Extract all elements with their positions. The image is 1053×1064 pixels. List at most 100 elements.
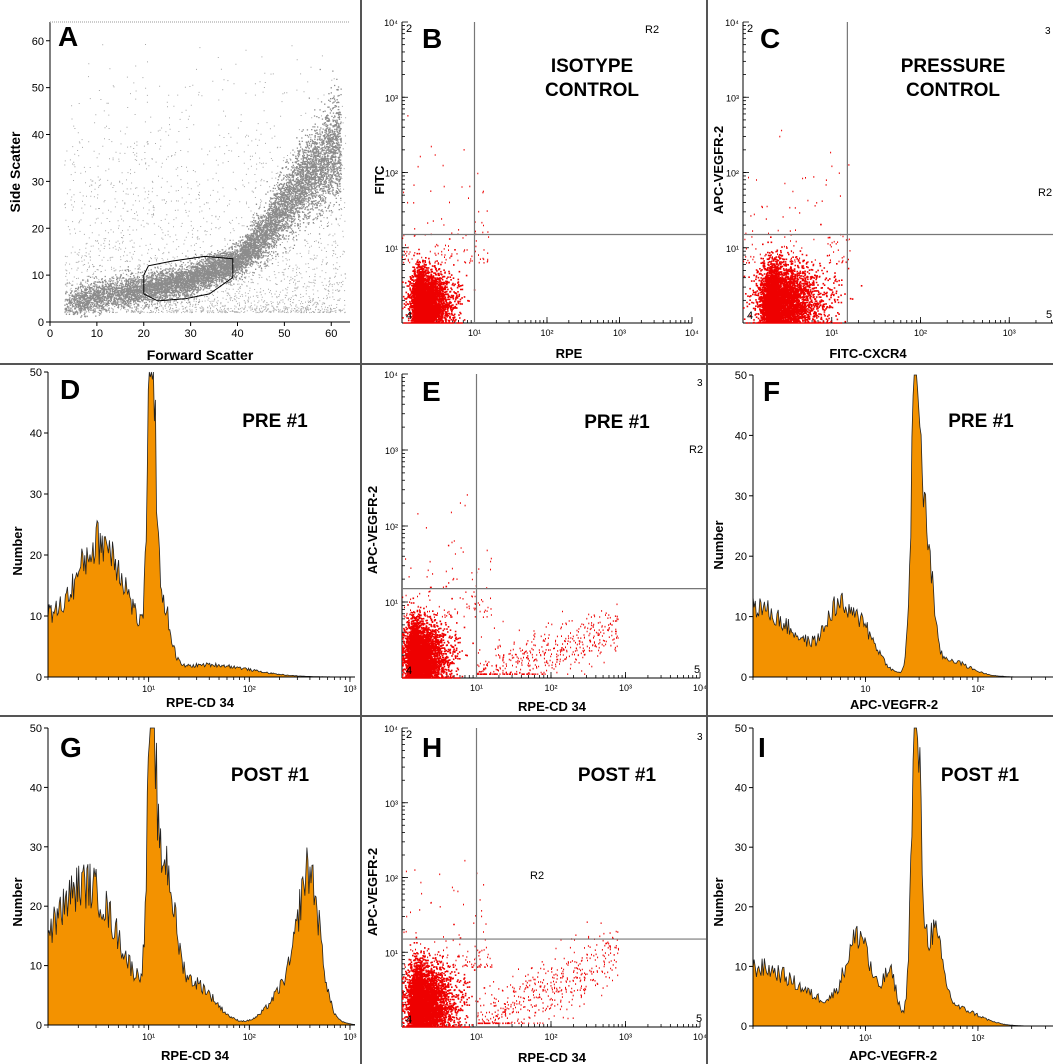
panel-title: POST #1	[231, 765, 310, 786]
x-tick-label: 10⁴	[685, 328, 699, 338]
x-tick-label: 10	[91, 328, 103, 340]
y-axis-label: Number	[711, 877, 726, 926]
x-tick-label: 10²	[243, 1032, 256, 1042]
panel-a-plot: 0 10 20 30 40 50 60 0 10 20 30 40 50 60 Forward Scatte…	[7, 21, 350, 363]
x-tick-label: 10³	[343, 1032, 356, 1042]
region-label-r2: R2	[645, 24, 659, 36]
histogram-area	[753, 728, 1053, 1026]
histogram-area	[48, 728, 355, 1025]
y-axis-label: APC-VEGFR-2	[365, 848, 380, 936]
panel-i-plot: 0102030405010¹10²10³10APC-VEGFR-2NumberI…	[711, 723, 1053, 1063]
x-axis-label: Forward Scatter	[147, 347, 254, 363]
x-tick-label: 10²	[971, 1033, 984, 1043]
x-tick-label: 10²	[914, 328, 927, 338]
x-axis-label: FITC-CXCR4	[829, 346, 907, 361]
y-axis-label: Number	[711, 520, 726, 569]
y-tick-label: 30	[30, 842, 42, 854]
panel-b: 10¹ 10² 10³ 10⁴ 10⁴ 10³ 10² 10¹ 2 4 R2 RPE FITC B ISOT…	[362, 0, 706, 363]
panel-g: 0102030405010¹10²10³10⁴RPE-CD 34NumberGP…	[0, 717, 360, 1064]
y-tick-label: 50	[32, 83, 44, 95]
panel-d-plot: 0102030405010¹10²10³10⁴RPE-CD 34NumberDP…	[10, 367, 356, 710]
y-tick-label: 10	[32, 270, 44, 282]
histogram-area	[48, 372, 355, 677]
histogram-area	[753, 375, 1053, 677]
y-tick-label: 30	[735, 491, 747, 503]
y-tick-label: 10¹	[385, 598, 398, 608]
x-tick-label: 50	[278, 328, 290, 340]
x-tick-label: 10³	[613, 328, 626, 338]
quadrant-label-5: 5	[694, 664, 700, 676]
y-axis-label: Number	[10, 526, 25, 575]
y-tick-label: 20	[30, 901, 42, 913]
panel-letter: A	[58, 21, 78, 52]
quadrant-label-2: 2	[406, 23, 412, 35]
x-tick-label: 10¹	[470, 683, 483, 693]
panel-i: 0102030405010¹10²10³10APC-VEGFR-2NumberI…	[708, 717, 1053, 1064]
y-tick-label: 10²	[385, 874, 398, 884]
y-tick-label: 60	[32, 36, 44, 48]
panel-c-plot: 10¹10²10³1010⁴10³10²10¹2345R2FITC-CXCR4A…	[711, 18, 1053, 361]
panel-f-plot: 010203040501010²10³10APC-VEGFR-2NumberFP…	[711, 370, 1053, 712]
divider-v1	[360, 0, 362, 1064]
histogram-outline	[47, 727, 356, 1025]
y-tick-label: 40	[735, 783, 747, 795]
x-axis-label: RPE	[556, 346, 583, 361]
x-tick-label: 10³	[619, 1032, 632, 1042]
y-tick-label: 30	[30, 489, 42, 501]
y-tick-label: 40	[30, 428, 42, 440]
quadrant-label-2: 2	[747, 23, 753, 35]
y-tick-label: 50	[30, 367, 42, 379]
panel-d: 0102030405010¹10²10³10⁴RPE-CD 34NumberDP…	[0, 365, 360, 715]
y-tick-label: 10²	[385, 169, 398, 179]
x-tick-label: 10⁴	[693, 1032, 706, 1042]
y-tick-label: 10⁴	[384, 18, 398, 28]
panel-letter: I	[758, 732, 766, 763]
y-tick-label: 10²	[385, 522, 398, 532]
y-tick-label: 10	[735, 961, 747, 973]
panel-c: 10¹10²10³1010⁴10³10²10¹2345R2FITC-CXCR4A…	[708, 0, 1053, 363]
panel-a: 0 10 20 30 40 50 60 0 10 20 30 40 50 60 Forward Scatte…	[0, 0, 360, 363]
panel-title: PRE #1	[948, 411, 1014, 432]
panel-letter: H	[422, 732, 442, 763]
panel-letter: B	[422, 23, 442, 54]
y-tick-label: 10³	[385, 446, 398, 456]
quadrant-label-2: 2	[406, 729, 412, 741]
panel-letter: G	[60, 732, 82, 763]
x-tick-label: 10¹	[859, 1033, 872, 1043]
x-tick-label: 10²	[540, 328, 553, 338]
y-tick-label: 0	[36, 672, 42, 684]
scatter-points	[402, 494, 619, 679]
scatter-points	[402, 115, 490, 324]
x-axis-label: APC-VEGFR-2	[849, 1048, 937, 1063]
panel-e: 10¹ 10² 10³ 10⁴ 10⁴ 10³ 10² 10¹ 3 4 5 R2 RPE-CD 34 AP…	[362, 365, 706, 715]
x-axis-label: RPE-CD 34	[161, 1048, 230, 1063]
panel-title: PRE #1	[242, 411, 308, 432]
x-tick-label: 10¹	[468, 328, 481, 338]
y-tick-label: 40	[735, 430, 747, 442]
x-tick-label: 10²	[544, 683, 557, 693]
x-tick-label: 10²	[544, 1032, 557, 1042]
y-tick-label: 20	[735, 551, 747, 563]
histogram-outline	[47, 371, 355, 678]
panel-title-line: CONTROL	[906, 80, 1000, 101]
y-axis-label: FITC	[372, 165, 387, 194]
quadrant-label-3: 3	[1045, 26, 1051, 37]
y-tick-label: 10	[30, 961, 42, 973]
y-tick-label: 50	[735, 370, 747, 382]
y-tick-label: 20	[735, 902, 747, 914]
region-label-r2: R2	[689, 444, 703, 456]
x-tick-label: 10³	[1003, 328, 1016, 338]
quadrant-label-4: 4	[406, 1014, 412, 1026]
x-tick-label: 10²	[971, 684, 984, 694]
x-tick-label: 30	[185, 328, 197, 340]
quadrant-label-3: 3	[697, 378, 703, 389]
x-tick-label: 10¹	[142, 1032, 155, 1042]
panel-f: 010203040501010²10³10APC-VEGFR-2NumberFP…	[708, 365, 1053, 715]
quadrant-label-3: 3	[697, 732, 703, 743]
x-tick-label: 40	[231, 328, 243, 340]
y-tick-label: 10²	[726, 169, 739, 179]
x-tick-label: 10¹	[470, 1032, 483, 1042]
region-label-r2: R2	[530, 870, 544, 882]
y-tick-label: 10	[735, 612, 747, 624]
y-tick-label: 10¹	[385, 948, 398, 958]
